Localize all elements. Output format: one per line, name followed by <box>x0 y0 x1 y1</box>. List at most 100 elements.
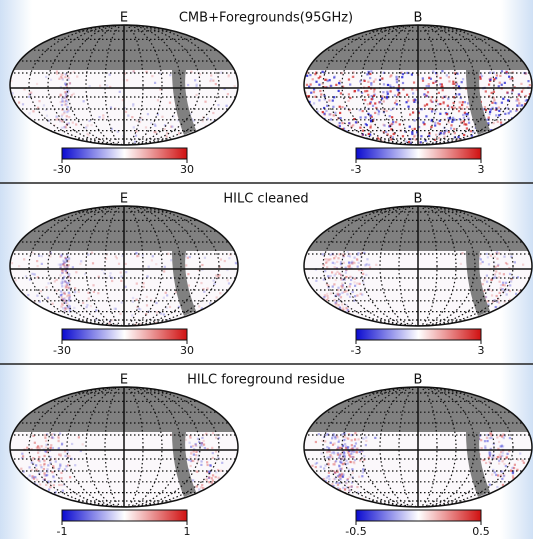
noise-pixel <box>501 316 503 318</box>
noise-pixel <box>334 112 336 114</box>
noise-pixel <box>354 445 356 447</box>
noise-pixel <box>338 82 340 84</box>
noise-pixel <box>213 501 215 503</box>
noise-pixel <box>308 112 310 114</box>
noise-pixel <box>31 505 33 507</box>
noise-pixel <box>352 291 354 293</box>
noise-pixel <box>326 295 328 297</box>
noise-pixel <box>219 292 221 294</box>
noise-pixel <box>344 138 346 140</box>
colorbar-tick-label: -3 <box>351 344 362 357</box>
noise-pixel <box>459 106 461 108</box>
noise-pixel <box>304 506 306 508</box>
noise-pixel <box>120 276 122 278</box>
noise-pixel <box>231 325 233 327</box>
noise-pixel <box>228 282 230 284</box>
noise-pixel <box>56 70 58 72</box>
noise-pixel <box>522 118 524 120</box>
noise-pixel <box>337 318 339 320</box>
noise-pixel <box>511 323 513 325</box>
noise-pixel <box>88 297 90 299</box>
noise-pixel <box>62 304 64 306</box>
noise-pixel <box>476 145 478 147</box>
noise-pixel <box>324 464 326 466</box>
noise-pixel <box>358 476 360 478</box>
noise-pixel <box>315 301 317 303</box>
noise-pixel <box>341 303 343 305</box>
noise-pixel <box>498 492 500 494</box>
noise-pixel <box>220 491 222 493</box>
noise-pixel <box>449 144 451 146</box>
noise-pixel <box>339 325 341 327</box>
noise-pixel <box>48 298 50 300</box>
noise-pixel <box>509 492 511 494</box>
noise-pixel <box>510 489 512 491</box>
noise-pixel <box>402 135 404 137</box>
noise-pixel <box>306 84 308 86</box>
noise-pixel <box>320 315 322 317</box>
noise-pixel <box>374 437 376 439</box>
noise-pixel <box>324 307 326 309</box>
noise-pixel <box>344 443 346 445</box>
noise-pixel <box>194 134 196 136</box>
noise-pixel <box>331 452 333 454</box>
noise-pixel <box>164 128 166 130</box>
noise-pixel <box>340 496 342 498</box>
noise-pixel <box>23 496 25 498</box>
noise-pixel <box>529 139 531 141</box>
noise-pixel <box>191 501 193 503</box>
noise-pixel <box>29 466 31 468</box>
noise-pixel <box>409 113 411 115</box>
noise-pixel <box>496 295 498 297</box>
noise-pixel <box>215 83 217 85</box>
noise-pixel <box>346 499 348 501</box>
noise-pixel <box>523 462 525 464</box>
noise-pixel <box>79 263 81 265</box>
noise-pixel <box>209 315 211 317</box>
noise-pixel <box>329 492 331 494</box>
noise-pixel <box>315 466 317 468</box>
noise-pixel <box>481 447 483 449</box>
noise-pixel <box>488 461 490 463</box>
noise-pixel <box>493 91 495 93</box>
noise-pixel <box>308 142 310 144</box>
noise-pixel <box>326 137 328 139</box>
noise-pixel <box>38 505 40 507</box>
noise-pixel <box>334 478 336 480</box>
noise-pixel <box>50 447 52 449</box>
noise-pixel <box>339 117 341 119</box>
noise-pixel <box>36 447 38 449</box>
noise-pixel <box>346 137 348 139</box>
noise-pixel <box>339 106 341 108</box>
noise-pixel <box>487 256 489 258</box>
noise-pixel <box>319 485 321 487</box>
noise-pixel <box>325 313 327 315</box>
noise-pixel <box>383 124 385 126</box>
noise-pixel <box>60 266 62 268</box>
noise-pixel <box>333 257 335 259</box>
noise-pixel <box>203 291 205 293</box>
noise-pixel <box>59 501 61 503</box>
noise-pixel <box>333 442 335 444</box>
noise-pixel <box>348 499 350 501</box>
noise-pixel <box>498 85 500 87</box>
noise-pixel <box>58 440 60 442</box>
noise-pixel <box>38 100 40 102</box>
noise-pixel <box>526 128 528 130</box>
noise-pixel <box>165 325 167 327</box>
noise-pixel <box>232 287 234 289</box>
noise-pixel <box>518 497 520 499</box>
noise-pixel <box>344 142 346 144</box>
noise-pixel <box>111 280 113 282</box>
noise-pixel <box>507 308 509 310</box>
noise-pixel <box>501 478 503 480</box>
noise-pixel <box>304 498 306 500</box>
noise-pixel <box>235 145 237 147</box>
noise-pixel <box>426 95 428 97</box>
noise-pixel <box>501 84 503 86</box>
noise-pixel <box>127 114 129 116</box>
noise-pixel <box>460 263 462 265</box>
noise-pixel <box>504 284 506 286</box>
noise-pixel <box>202 499 204 501</box>
noise-pixel <box>335 84 337 86</box>
